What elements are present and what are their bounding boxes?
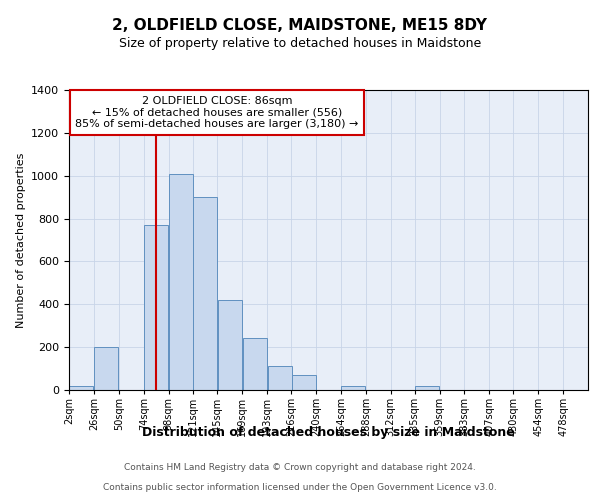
Bar bbox=[70, 386, 94, 390]
Bar bbox=[341, 386, 365, 390]
Text: Distribution of detached houses by size in Maidstone: Distribution of detached houses by size … bbox=[142, 426, 515, 439]
Text: 2, OLDFIELD CLOSE, MAIDSTONE, ME15 8DY: 2, OLDFIELD CLOSE, MAIDSTONE, ME15 8DY bbox=[113, 18, 487, 32]
Bar bbox=[243, 338, 267, 390]
Bar bbox=[94, 347, 118, 390]
Text: 2 OLDFIELD CLOSE: 86sqm
← 15% of detached houses are smaller (556)
85% of semi-d: 2 OLDFIELD CLOSE: 86sqm ← 15% of detache… bbox=[75, 96, 359, 129]
Bar bbox=[193, 197, 217, 390]
Bar bbox=[292, 375, 316, 390]
Text: Size of property relative to detached houses in Maidstone: Size of property relative to detached ho… bbox=[119, 38, 481, 51]
Text: Contains HM Land Registry data © Crown copyright and database right 2024.: Contains HM Land Registry data © Crown c… bbox=[124, 464, 476, 472]
Bar bbox=[144, 225, 168, 390]
Y-axis label: Number of detached properties: Number of detached properties bbox=[16, 152, 26, 328]
Bar bbox=[169, 174, 193, 390]
Text: Contains public sector information licensed under the Open Government Licence v3: Contains public sector information licen… bbox=[103, 484, 497, 492]
Bar bbox=[415, 386, 439, 390]
Bar bbox=[268, 366, 292, 390]
Bar bbox=[218, 300, 242, 390]
